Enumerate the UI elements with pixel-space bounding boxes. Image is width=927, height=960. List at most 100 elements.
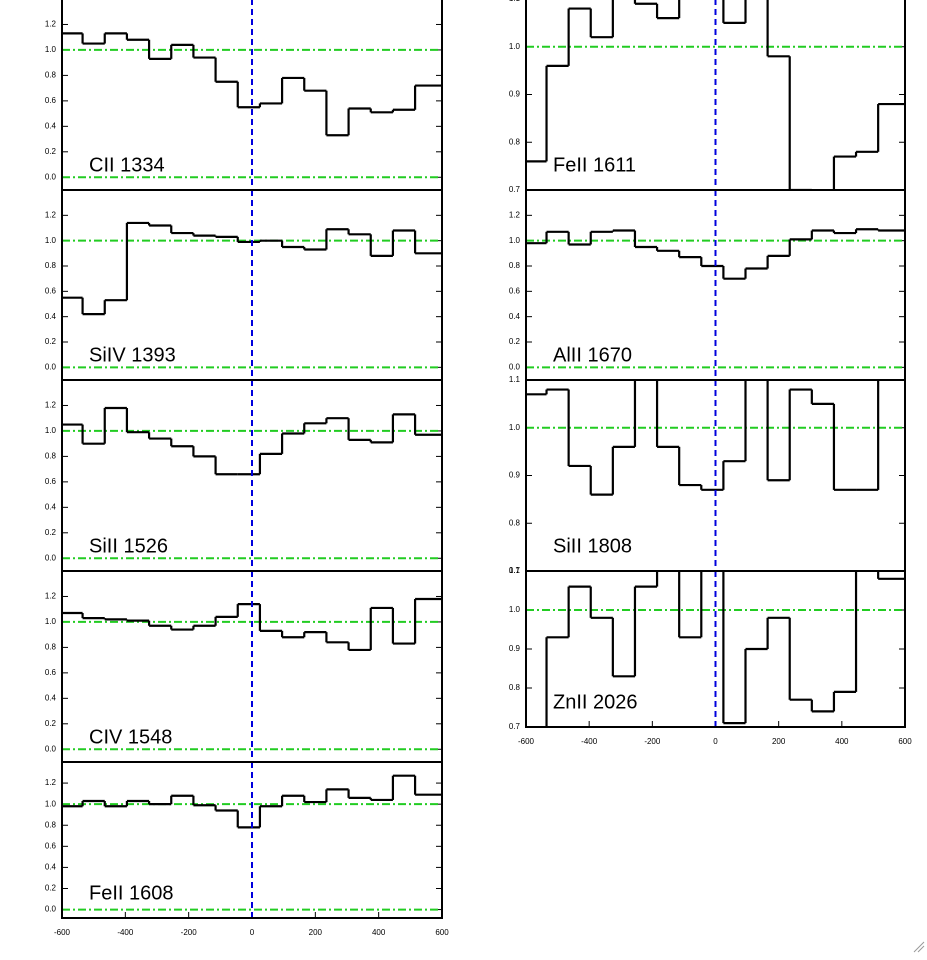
y-tick-label: 1.0	[509, 42, 521, 51]
y-tick-label: 0.8	[45, 261, 57, 270]
y-tick-label: 1.0	[509, 236, 521, 245]
line-label: ZnII 2026	[553, 691, 638, 713]
y-tick-label: 0.6	[45, 286, 57, 295]
plot-area	[62, 762, 442, 918]
y-tick-label: 0.9	[509, 90, 521, 99]
plot-area	[526, 190, 905, 380]
line-label: SiII 1526	[89, 535, 168, 557]
panel: 0.0 0.2 0.4 0.6 0.8 1.0 1.2 -600 -400 -200 0 200 400…	[45, 761, 449, 937]
y-tick-label: 1.0	[45, 426, 57, 435]
y-tick-label: 0.7	[509, 722, 521, 731]
y-tick-label: 1.2	[45, 778, 57, 787]
y-tick-label: 0.0	[45, 172, 57, 181]
x-tick-label: -600	[518, 737, 535, 746]
y-tick-label: 0.4	[45, 863, 57, 872]
y-tick-label: 0.8	[509, 518, 521, 527]
plot-area	[526, 0, 905, 190]
y-tick-label: 0.4	[45, 502, 57, 511]
plot-area	[526, 571, 905, 727]
y-tick-label: 0.8	[509, 137, 521, 146]
y-tick-label: 0.7	[509, 566, 521, 575]
x-tick-label: 600	[435, 928, 449, 937]
y-tick-label: 0.6	[45, 96, 57, 105]
panel: 0.0 0.2 0.4 0.6 0.8 1.0 1.2 SiII 1526	[45, 379, 443, 572]
y-tick-label: 1.2	[45, 401, 57, 410]
line-label: AlII 1670	[553, 344, 632, 366]
y-tick-label: 1.0	[45, 617, 57, 626]
y-tick-label: 0.6	[45, 668, 57, 677]
panel: 0.7 0.8 0.9 1.0 1.1 -600 -400 -200 0 200 400 600 ZnI…	[509, 566, 912, 746]
plot-area	[62, 571, 442, 762]
y-tick-label: 1.2	[45, 210, 57, 219]
x-tick-label: -400	[117, 928, 134, 937]
x-tick-label: -200	[644, 737, 661, 746]
panel-frame	[61, 761, 443, 919]
y-tick-label: 0.6	[45, 477, 57, 486]
x-tick-label: 0	[250, 928, 255, 937]
y-tick-label: 1.2	[45, 20, 57, 29]
y-tick-label: 1.0	[45, 45, 57, 54]
y-tick-label: 1.2	[509, 210, 521, 219]
y-tick-label: 0.4	[45, 312, 57, 321]
y-tick-label: 1.0	[509, 423, 521, 432]
panel: 0.7 0.8 0.9 1.0 1.1 FeII 1611	[509, 0, 906, 194]
y-tick-label: 0.9	[509, 471, 521, 480]
y-tick-label: 1.0	[45, 236, 57, 245]
y-tick-label: 0.2	[45, 884, 57, 893]
y-tick-label: 0.2	[509, 337, 521, 346]
x-tick-label: 400	[372, 928, 386, 937]
x-tick-label: -200	[181, 928, 198, 937]
y-tick-label: 1.1	[509, 375, 521, 384]
x-tick-label: 200	[772, 737, 786, 746]
line-label: SiIV 1393	[89, 344, 176, 366]
x-tick-label: 600	[898, 737, 912, 746]
x-tick-label: 400	[835, 737, 849, 746]
y-tick-label: 1.0	[509, 605, 521, 614]
y-tick-label: 0.8	[45, 71, 57, 80]
y-tick-label: 0.0	[45, 553, 57, 562]
y-tick-label: 0.0	[509, 362, 521, 371]
y-tick-label: 1.1	[509, 566, 521, 575]
line-label: CII 1334	[89, 154, 165, 176]
y-tick-label: 0.2	[45, 337, 57, 346]
x-tick-label: -400	[581, 737, 598, 746]
y-tick-label: 0.4	[45, 121, 57, 130]
x-tick-label: -600	[54, 928, 71, 937]
x-tick-label: 200	[309, 928, 323, 937]
resize-grip	[913, 941, 925, 953]
line-label: FeII 1611	[553, 154, 636, 176]
plot-area	[62, 190, 442, 380]
plot-area	[62, 0, 442, 190]
y-tick-label: 0.8	[45, 820, 57, 829]
panel: 0.0 0.2 0.4 0.6 0.8 1.0 1.2 SiIV 1393	[45, 189, 443, 381]
y-tick-label: 0.7	[509, 185, 521, 194]
panel: 0.0 0.2 0.4 0.6 0.8 1.0 1.2 AlII 1670	[509, 189, 906, 381]
y-tick-label: 0.2	[45, 147, 57, 156]
y-tick-label: 0.9	[509, 644, 521, 653]
y-tick-label: 0.2	[45, 719, 57, 728]
y-tick-label: 1.0	[45, 799, 57, 808]
y-tick-label: 1.2	[45, 592, 57, 601]
line-label: CIV 1548	[89, 726, 172, 748]
y-tick-label: 1.1	[509, 0, 521, 3]
y-tick-label: 0.0	[45, 905, 57, 914]
y-tick-label: 0.8	[509, 261, 521, 270]
y-tick-label: 0.6	[45, 841, 57, 850]
panel: 0.7 0.8 0.9 1.0 1.1 SiII 1808	[509, 375, 906, 575]
panel: 0.0 0.2 0.4 0.6 0.8 1.0 1.2 CIV 1548	[45, 570, 443, 763]
y-tick-label: 0.4	[509, 312, 521, 321]
y-tick-label: 0.8	[509, 683, 521, 692]
panel: 0.0 0.2 0.4 0.6 0.8 1.0 1.2 CII 1334	[45, 0, 443, 191]
y-tick-label: 0.0	[45, 744, 57, 753]
y-tick-label: 0.4	[45, 693, 57, 702]
line-label: SiII 1808	[553, 535, 632, 557]
x-tick-label: 0	[713, 737, 718, 746]
plot-area	[526, 380, 905, 571]
y-tick-label: 0.6	[509, 286, 521, 295]
y-tick-label: 0.8	[45, 452, 57, 461]
y-tick-label: 0.8	[45, 643, 57, 652]
y-tick-label: 0.0	[45, 362, 57, 371]
line-label: FeII 1608	[89, 882, 174, 904]
panel-frame	[525, 570, 906, 728]
